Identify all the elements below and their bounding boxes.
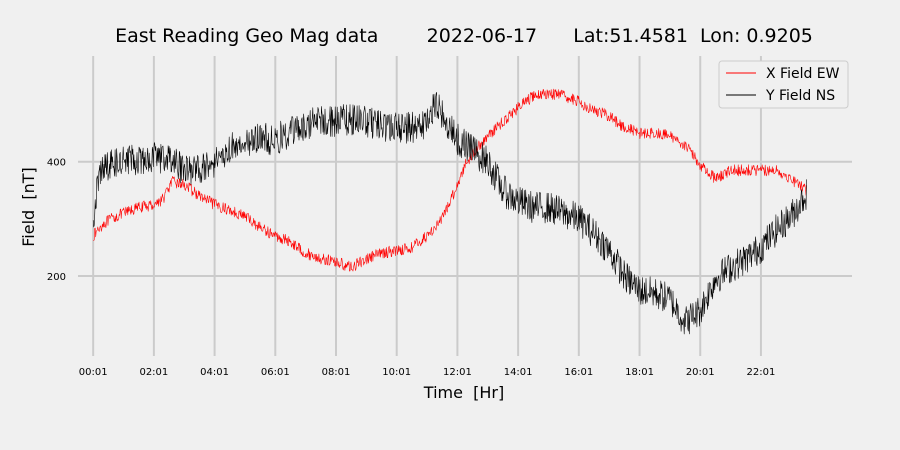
x-tick-label: 22:01 [747, 367, 776, 378]
x-tick-label: 12:01 [443, 367, 472, 378]
legend-label-y-field: Y Field NS [765, 88, 835, 104]
x-tick-label: 06:01 [261, 367, 290, 378]
chart-title: East Reading Geo Mag data 2022-06-17 Lat… [115, 25, 813, 47]
y-axis-label: Field [nT] [19, 167, 38, 247]
series-line-y-field-ns [92, 92, 807, 335]
x-tick-label: 00:01 [79, 367, 108, 378]
x-tick-label: 18:01 [625, 367, 654, 378]
x-tick-label: 10:01 [382, 367, 411, 378]
series-lines [92, 88, 807, 335]
x-tick-label: 08:01 [322, 367, 351, 378]
y-tick-label: 400 [47, 158, 66, 169]
tick-labels: 00:01 02:01 04:01 06:01 08:01 10:01 12:01 14:01… [47, 158, 775, 378]
x-tick-label: 14:01 [504, 367, 533, 378]
legend: X Field EW Y Field NS [718, 60, 849, 109]
x-axis-label: Time [Hr] [423, 383, 504, 402]
x-tick-label: 02:01 [139, 367, 168, 378]
y-tick-label: 200 [47, 272, 66, 283]
x-tick-label: 04:01 [200, 367, 229, 378]
series-line-x-field-ew [93, 88, 807, 272]
x-tick-label: 20:01 [686, 367, 715, 378]
x-tick-label: 16:01 [564, 367, 593, 378]
legend-label-x-field: X Field EW [766, 66, 840, 82]
